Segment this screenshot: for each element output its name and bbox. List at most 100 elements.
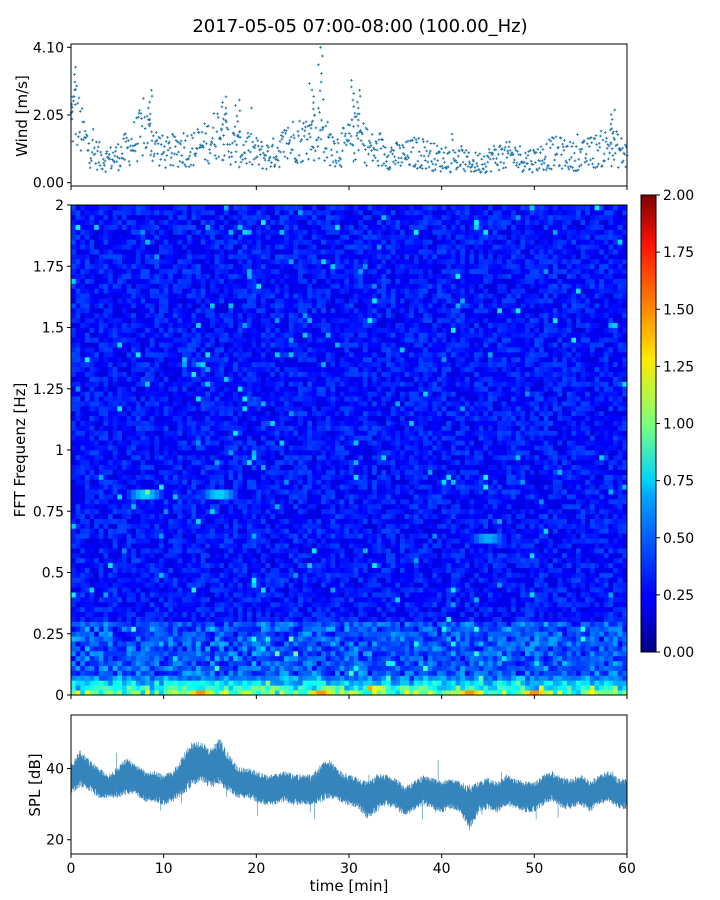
- heatmap-cell: [247, 572, 253, 578]
- heatmap-cell: [80, 352, 86, 358]
- heatmap-cell: [265, 601, 271, 608]
- heatmap-cell: [274, 631, 280, 637]
- heatmap-cell: [247, 557, 253, 564]
- heatmap-cell: [117, 371, 123, 377]
- heatmap-cell: [219, 445, 225, 451]
- heatmap-cell: [117, 572, 123, 578]
- heatmap-cell: [112, 410, 118, 417]
- heatmap-cell: [247, 401, 253, 407]
- heatmap-cell: [274, 621, 280, 627]
- heatmap-cell: [117, 454, 123, 461]
- heatmap-cell: [247, 219, 253, 225]
- heatmap-cell: [121, 685, 127, 691]
- heatmap-cell: [196, 474, 202, 480]
- heatmap-cell: [288, 543, 294, 549]
- heatmap-cell: [75, 587, 81, 593]
- heatmap-cell: [140, 288, 146, 294]
- heatmap-cell: [186, 293, 192, 299]
- heatmap-cell: [196, 572, 202, 578]
- heatmap-cell: [131, 557, 137, 564]
- heatmap-cell: [98, 543, 104, 549]
- heatmap-cell: [293, 489, 299, 495]
- wind-scatter-series: [69, 46, 629, 174]
- heatmap-cell: [172, 494, 178, 500]
- heatmap-cell: [140, 587, 146, 593]
- heatmap-cell: [84, 538, 90, 544]
- heatmap-cell: [140, 435, 146, 441]
- heatmap-cell: [196, 234, 202, 240]
- heatmap-cell: [172, 396, 178, 402]
- heatmap-cell: [80, 552, 86, 559]
- heatmap-cell: [251, 332, 257, 338]
- heatmap-cell: [126, 303, 132, 309]
- heatmap-cell: [80, 503, 86, 510]
- heatmap-cell: [219, 396, 225, 402]
- heatmap-cell: [214, 209, 220, 216]
- heatmap-cell: [121, 631, 127, 637]
- heatmap-cell: [210, 356, 216, 363]
- heatmap-cell: [172, 352, 178, 358]
- heatmap-cell: [191, 513, 197, 519]
- heatmap-cell: [196, 690, 202, 696]
- heatmap-cell: [260, 352, 266, 358]
- heatmap-cell: [237, 626, 243, 632]
- heatmap-cell: [154, 479, 160, 485]
- heatmap-cell: [242, 366, 248, 372]
- heatmap-cell: [186, 572, 192, 578]
- heatmap-cell: [228, 533, 234, 539]
- heatmap-cell: [237, 214, 243, 221]
- heatmap-cell: [75, 548, 81, 554]
- heatmap-cell: [117, 430, 123, 436]
- heatmap-cell: [228, 601, 234, 608]
- heatmap-cell: [140, 670, 146, 676]
- heatmap-cell: [80, 582, 86, 588]
- heatmap-cell: [200, 278, 206, 284]
- heatmap-cell: [103, 567, 109, 573]
- heatmap-cell: [270, 396, 276, 402]
- heatmap-cell: [284, 381, 290, 387]
- heatmap-cell: [210, 494, 216, 500]
- heatmap-cell: [247, 352, 253, 358]
- heatmap-cell: [214, 690, 220, 696]
- heatmap-cell: [247, 410, 253, 417]
- heatmap-cell: [274, 332, 280, 338]
- heatmap-cell: [260, 572, 266, 578]
- heatmap-cell: [210, 474, 216, 480]
- heatmap-cell: [284, 641, 290, 647]
- heatmap-cell: [298, 332, 304, 338]
- heatmap-cell: [237, 332, 243, 338]
- heatmap-cell: [154, 356, 160, 363]
- heatmap-cell: [108, 209, 114, 216]
- heatmap-cell: [168, 577, 174, 583]
- heatmap-cell: [196, 685, 202, 691]
- heatmap-cell: [274, 665, 280, 671]
- heatmap-cell: [121, 303, 127, 309]
- heatmap-cell: [247, 278, 253, 284]
- heatmap-cell: [210, 459, 216, 466]
- heatmap-cell: [279, 376, 285, 382]
- heatmap-cell: [135, 582, 141, 588]
- heatmap-cell: [159, 268, 165, 274]
- heatmap-cell: [172, 557, 178, 564]
- heatmap-cell: [191, 440, 197, 446]
- heatmap-cell: [233, 631, 239, 637]
- heatmap-cell: [71, 469, 77, 475]
- heatmap-cell: [191, 494, 197, 500]
- heatmap-cell: [80, 205, 86, 211]
- heatmap-cell: [251, 273, 257, 279]
- heatmap-cell: [108, 494, 114, 500]
- heatmap-cell: [279, 249, 285, 255]
- heatmap-cell: [168, 597, 174, 603]
- heatmap-cell: [293, 474, 299, 480]
- heatmap-cell: [84, 244, 90, 250]
- heatmap-cell: [159, 273, 165, 279]
- heatmap-cell: [237, 229, 243, 235]
- heatmap-cell: [265, 552, 271, 559]
- heatmap-cell: [103, 396, 109, 402]
- heatmap-cell: [168, 641, 174, 647]
- heatmap-cell: [177, 435, 183, 441]
- heatmap-cell: [112, 244, 118, 250]
- heatmap-cell: [80, 298, 86, 304]
- heatmap-cell: [80, 224, 86, 230]
- heatmap-cell: [210, 317, 216, 323]
